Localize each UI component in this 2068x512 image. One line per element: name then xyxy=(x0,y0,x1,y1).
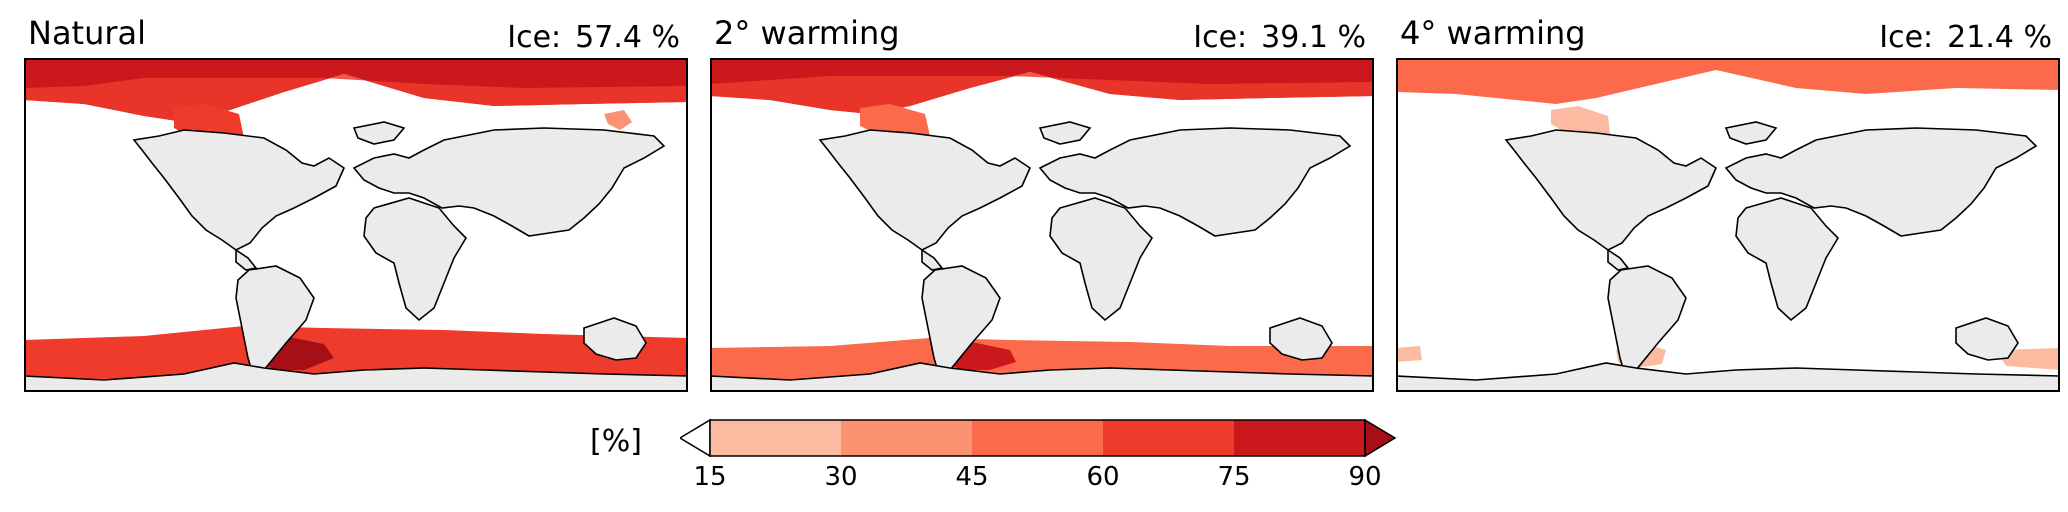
colorbar-scale xyxy=(680,418,1397,458)
ice-coverage-stat: Ice: 57.4 % xyxy=(507,20,680,55)
colorbar-bin-75-90 xyxy=(1234,420,1365,456)
colorbar-unit-label: [%] xyxy=(590,424,642,459)
antarctic-ice-field xyxy=(710,338,1374,380)
ice-coverage-stat: Ice: 21.4 % xyxy=(1879,20,2052,55)
map-panel-natural: Natural Ice: 57.4 % xyxy=(24,0,688,400)
colorbar-tick: 60 xyxy=(1086,462,1120,492)
ice-coverage-stat: Ice: 39.1 % xyxy=(1193,20,1366,55)
antarctic-ice-field xyxy=(24,326,688,380)
antarctic-ice-patch-west xyxy=(1396,346,1422,362)
colorbar-tick: 90 xyxy=(1348,462,1382,492)
ice-value: 57.4 % xyxy=(575,20,680,55)
colorbar-bin-45-60 xyxy=(972,420,1103,456)
antarctic-ice-patch-east xyxy=(1996,348,2060,370)
world-map xyxy=(1396,58,2060,392)
colorbar-bin-15-30 xyxy=(710,420,841,456)
colorbar-tick: 45 xyxy=(955,462,989,492)
colorbar-bin-60-75 xyxy=(1103,420,1234,456)
ice-value: 39.1 % xyxy=(1261,20,1366,55)
ice-label: Ice: xyxy=(1193,20,1248,55)
colorbar-bin-30-45 xyxy=(841,420,972,456)
colorbar-under-arrow xyxy=(680,418,711,458)
okhotsk-ice xyxy=(604,110,632,130)
colorbar-tick: 75 xyxy=(1217,462,1251,492)
map-panel-4deg: 4° warming Ice: 21.4 % xyxy=(1396,0,2060,400)
ice-label: Ice: xyxy=(507,20,562,55)
panel-title: Natural xyxy=(28,14,147,52)
colorbar-tick: 30 xyxy=(824,462,858,492)
map-panel-2deg: 2° warming Ice: 39.1 % xyxy=(710,0,1374,400)
arctic-ice-edge xyxy=(710,72,1374,114)
ice-value: 21.4 % xyxy=(1947,20,2052,55)
panel-title: 4° warming xyxy=(1400,14,1586,52)
colorbar-over-arrow xyxy=(1364,418,1397,458)
arctic-ice-field xyxy=(1396,58,2060,104)
colorbar-tick: 15 xyxy=(693,462,727,492)
world-map xyxy=(24,58,688,392)
colorbar: [%] 15 30 45 60 75 90 xyxy=(590,410,1410,510)
world-map xyxy=(710,58,1374,392)
panel-title: 2° warming xyxy=(714,14,900,52)
ice-label: Ice: xyxy=(1879,20,1934,55)
